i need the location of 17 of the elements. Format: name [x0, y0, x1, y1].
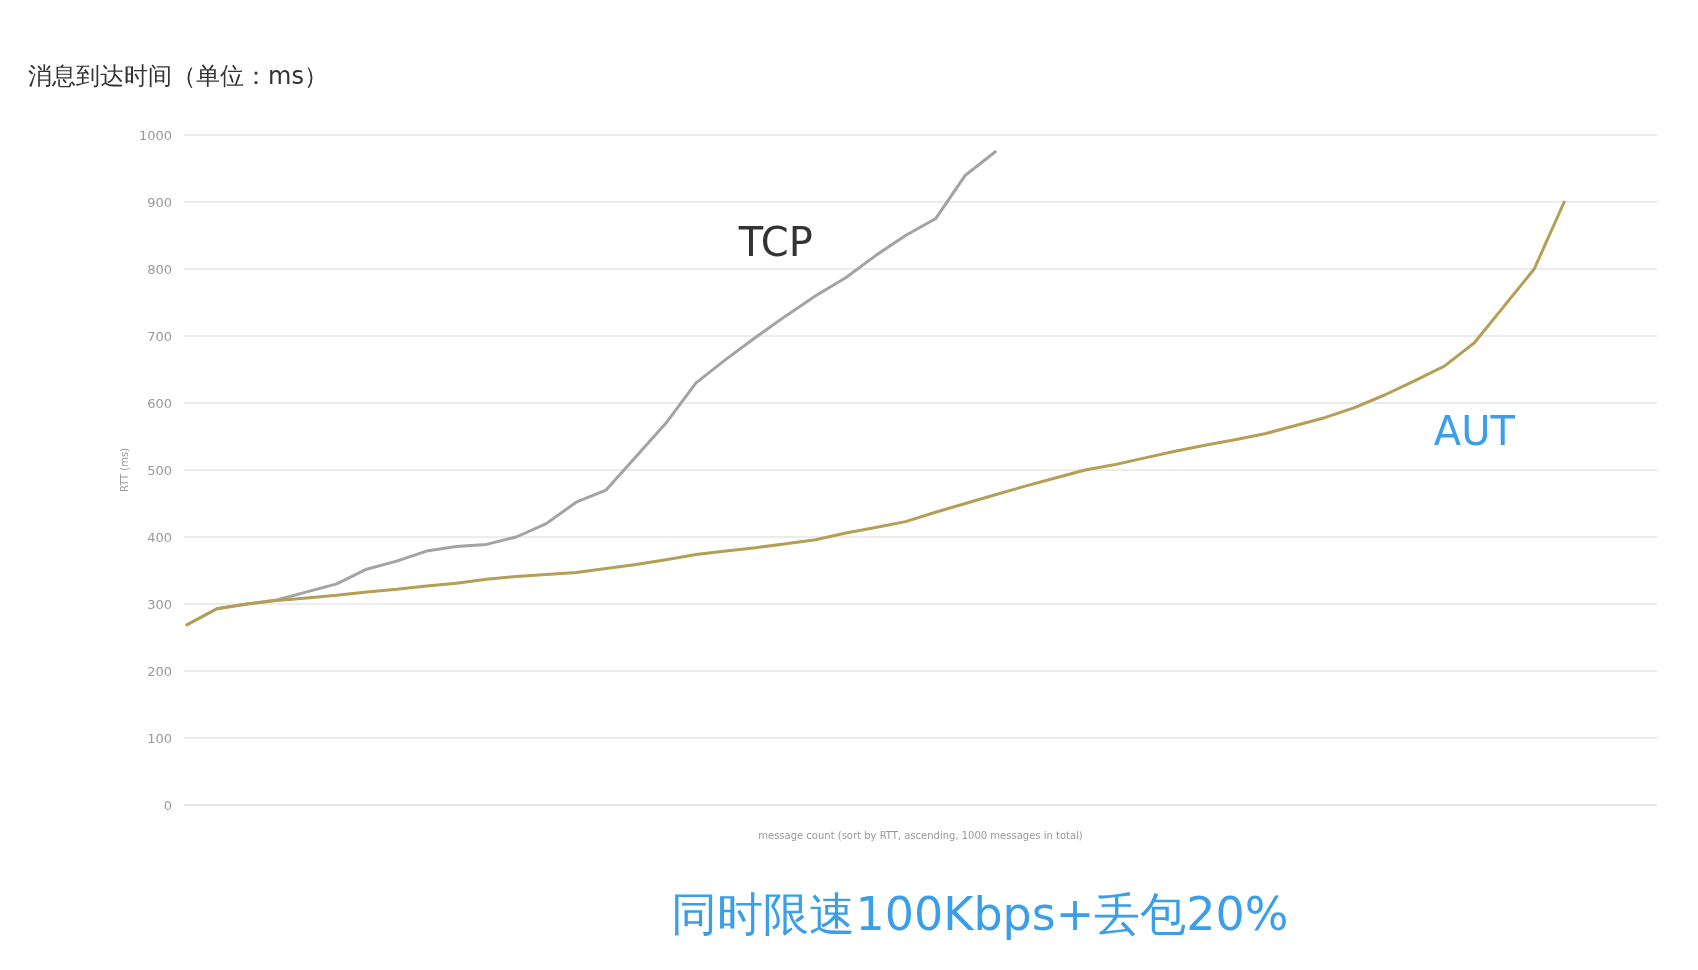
text: 同时限速100Kbps+丢包20% — [671, 887, 1289, 941]
y-tick-label: 700 — [147, 329, 172, 344]
x-axis-title: message count (sort by RTT, ascending, 1000 messages in total) — [758, 830, 1083, 841]
y-axis-title: RTT (ms) — [119, 447, 130, 493]
y-tick-label: 500 — [147, 463, 172, 478]
chart-title: 消息到达时间（单位：ms） — [28, 62, 328, 90]
y-tick-label: 100 — [147, 731, 172, 746]
y-tick-label: 200 — [147, 664, 172, 679]
y-tick-label: 600 — [147, 396, 172, 411]
y-tick-label: 800 — [147, 262, 172, 277]
y-tick-label: 400 — [147, 530, 172, 545]
y-tick-label: 900 — [147, 195, 172, 210]
y-tick-label: 300 — [147, 597, 172, 612]
series-label: AUT — [1433, 407, 1516, 454]
series-label: TCP — [737, 218, 813, 265]
y-tick-label: 1000 — [138, 128, 172, 143]
y-tick-label: 0 — [163, 798, 172, 813]
